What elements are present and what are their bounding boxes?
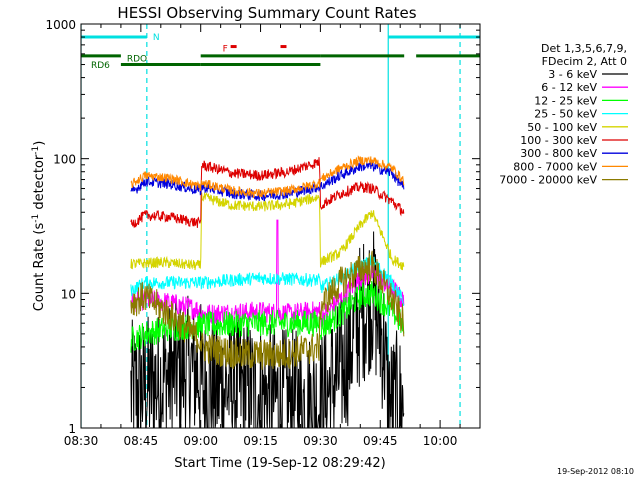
series-line-800-7000keV-kev — [130, 155, 405, 199]
legend: Det 1,3,5,6,7,9,FDecim 2, Att 03 - 6 keV… — [499, 42, 628, 187]
legend-label: 50 - 100 keV — [527, 121, 597, 134]
series-line-100-300keV-kev — [130, 157, 405, 229]
legend-header-line: Det 1,3,5,6,7,9, — [541, 42, 627, 55]
legend-label: 3 - 6 keV — [548, 68, 597, 81]
y-tick-label: 1000 — [45, 18, 76, 32]
legend-label: 100 - 300 keV — [520, 134, 597, 147]
x-axis-label: Start Time (19-Sep-12 08:29:42) — [174, 456, 385, 471]
x-tick-label: 08:45 — [124, 434, 159, 448]
x-tick-label: 09:45 — [363, 434, 398, 448]
flag-label-rd6: RD6 — [91, 61, 110, 71]
legend-label: 6 - 12 keV — [541, 81, 597, 94]
legend-label: 7000 - 20000 keV — [499, 174, 597, 187]
y-tick-label: 1 — [68, 422, 76, 436]
legend-header-line: FDecim 2, Att 0 — [542, 55, 627, 68]
series-line-50-100keV-kev — [130, 192, 405, 271]
y-tick-label: 10 — [61, 287, 76, 301]
series-line-7000-20000keV-kev — [130, 250, 405, 370]
flag-label-rdo: RDO — [127, 55, 147, 65]
series-line-300-800keV-kev — [130, 161, 405, 202]
legend-label: 800 - 7000 keV — [513, 160, 597, 173]
y-axis: 1 10 100 1000 — [45, 18, 480, 436]
series-line-6-12keV-kev — [130, 219, 405, 328]
x-tick-label: 09:15 — [243, 434, 278, 448]
x-tick-label: 09:30 — [303, 434, 338, 448]
legend-label: 300 - 800 keV — [520, 147, 597, 160]
legend-label: 25 - 50 keV — [534, 108, 597, 121]
legend-label: 12 - 25 keV — [534, 94, 597, 107]
x-axis: 08:30 08:45 09:00 09:15 09:30 09:45 10:00 — [64, 24, 481, 448]
x-tick-label: 08:30 — [64, 434, 99, 448]
series-line-3-6keV-kev — [130, 231, 405, 428]
flag-label-f: F — [223, 45, 228, 55]
x-tick-label: 09:00 — [183, 434, 218, 448]
chart-title: HESSI Observing Summary Count Rates — [117, 4, 416, 22]
flag-label-n: N — [153, 33, 160, 43]
generation-timestamp: 19-Sep-2012 08:10 — [557, 467, 634, 476]
y-tick-label: 100 — [53, 153, 76, 167]
plot-area: N F RDO RD6 — [81, 24, 480, 428]
x-tick-label: 10:00 — [423, 434, 458, 448]
y-axis-label: Count Rate (s-1 detector-1) — [31, 141, 47, 312]
